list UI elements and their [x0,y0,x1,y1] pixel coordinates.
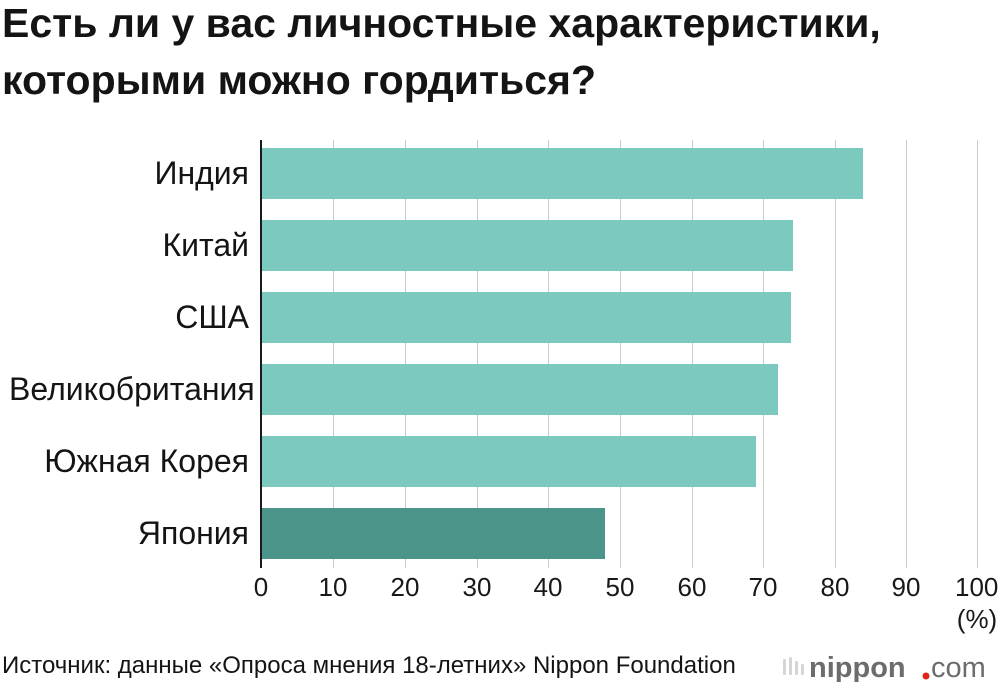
svg-text:com: com [931,652,986,682]
svg-text:nippon: nippon [809,652,906,682]
